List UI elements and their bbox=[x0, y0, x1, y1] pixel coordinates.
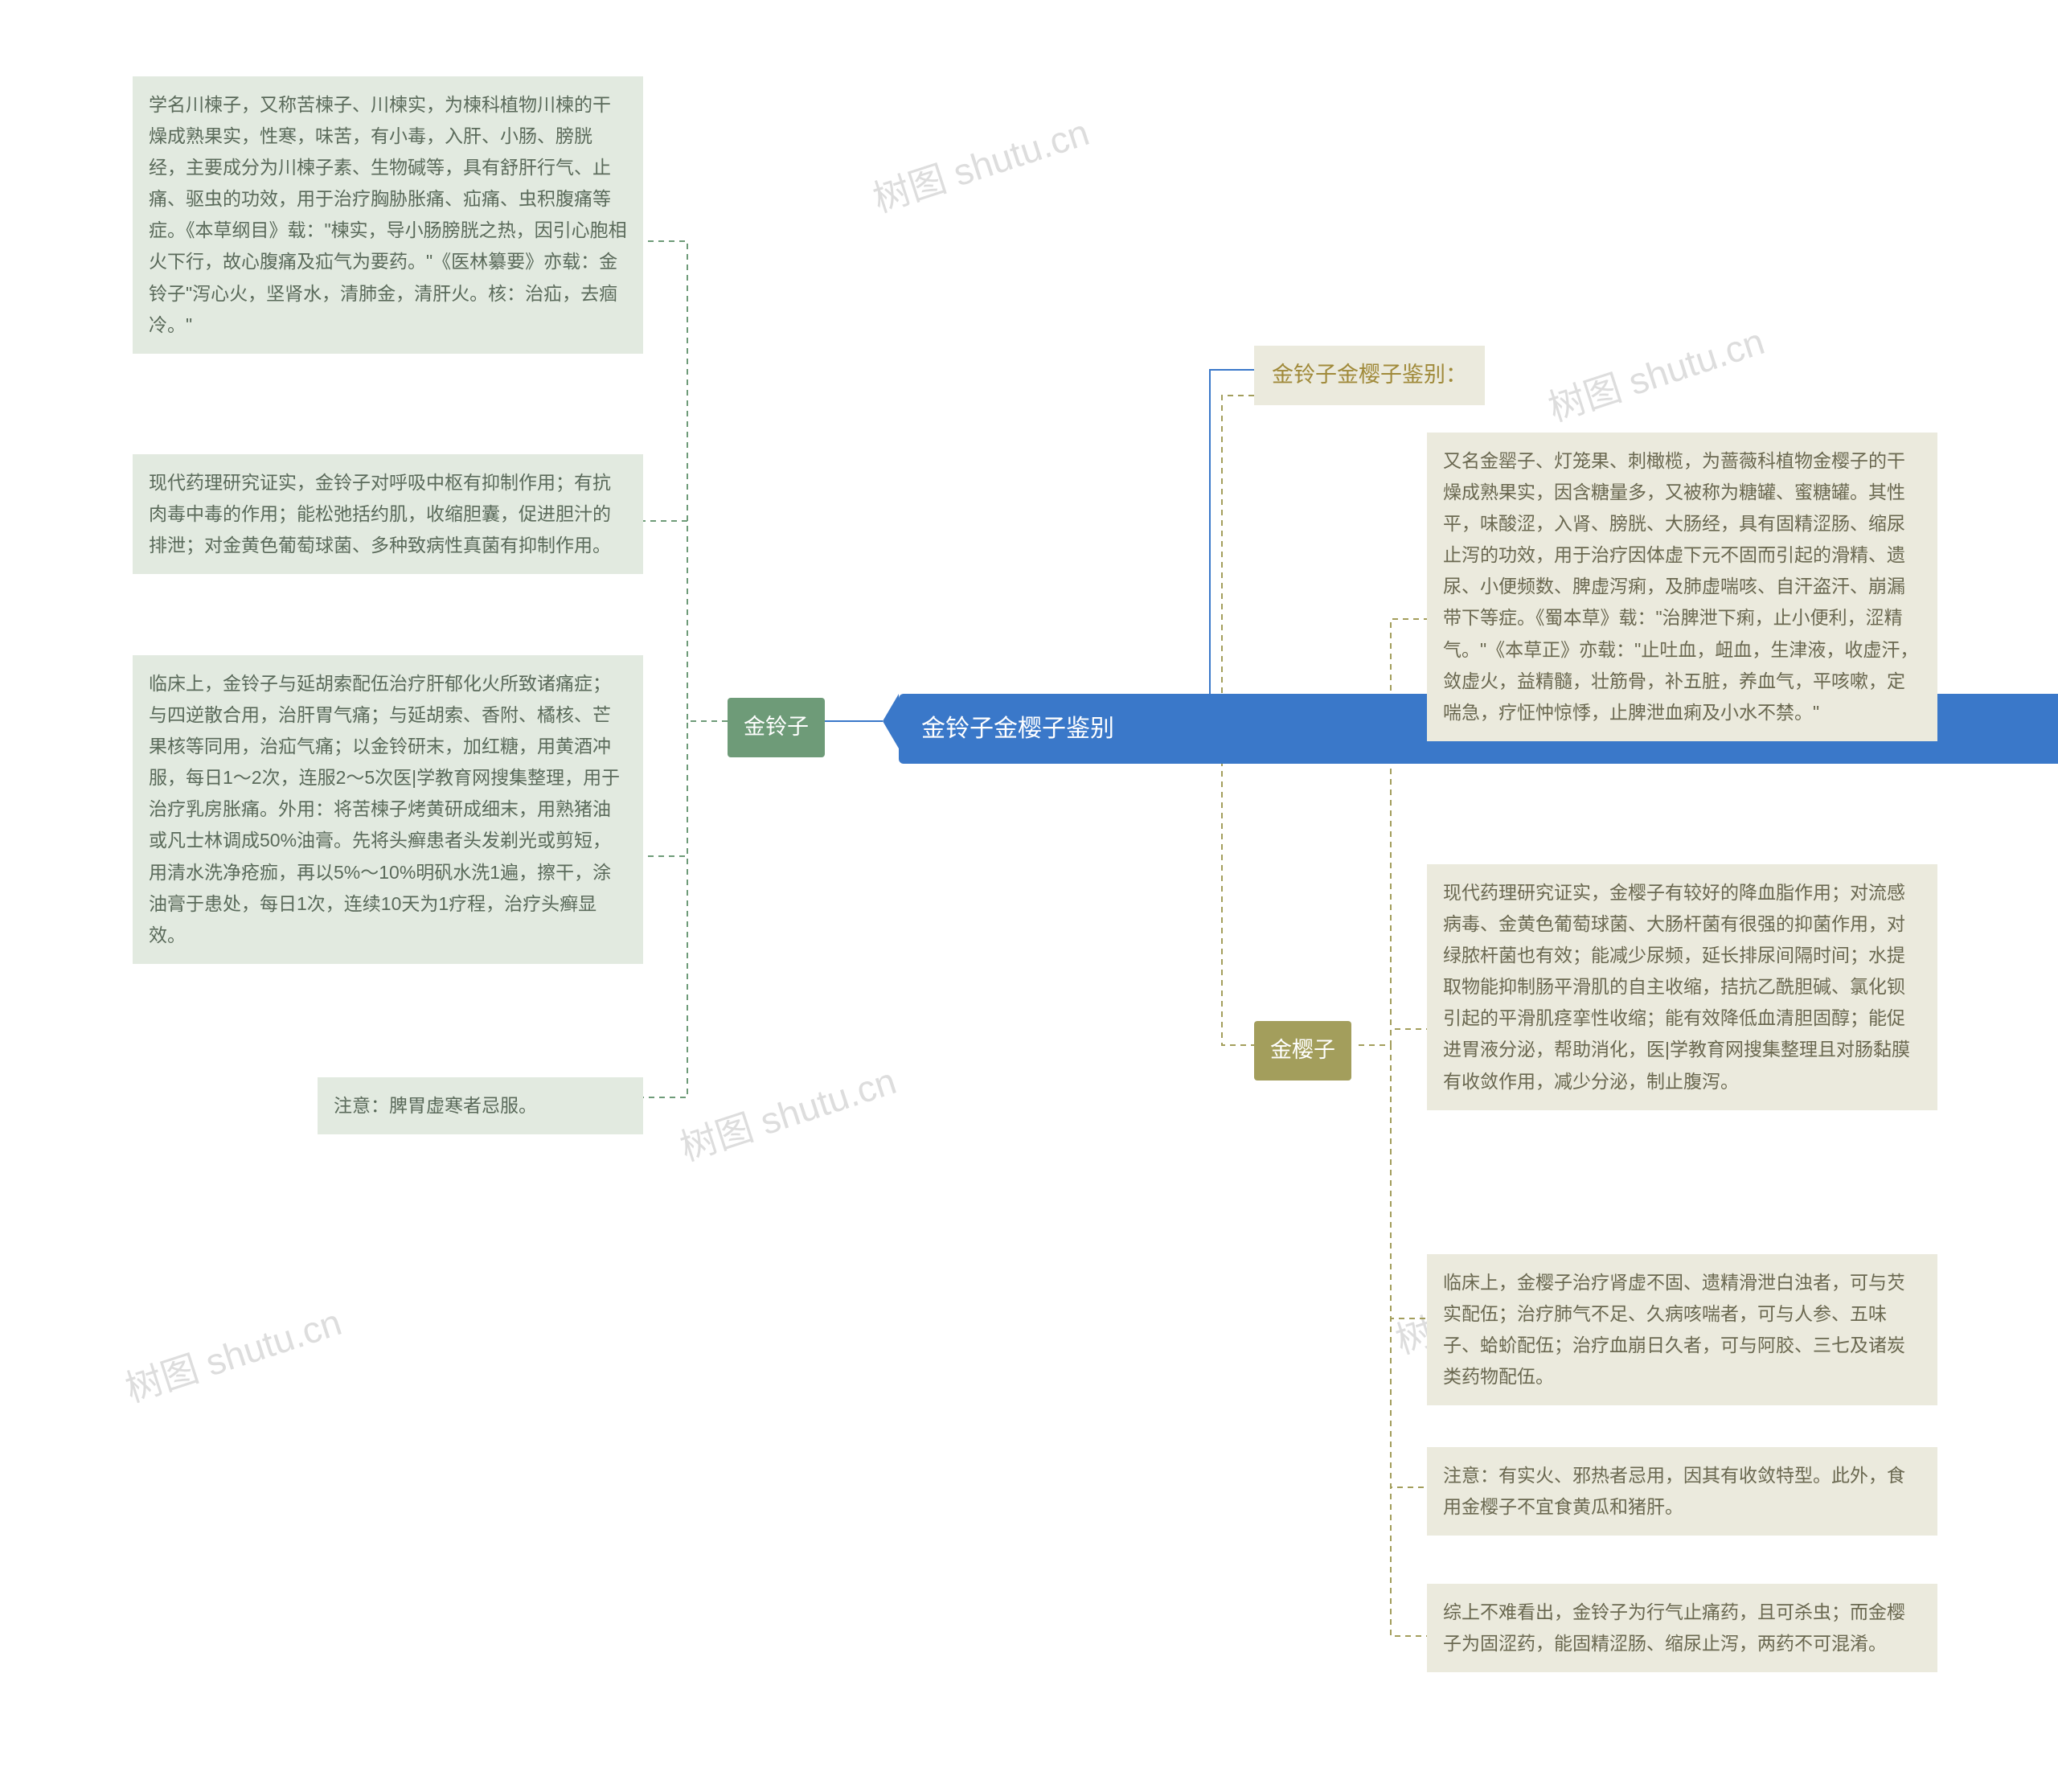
right-title: 金铃子金樱子鉴别： bbox=[1254, 346, 1485, 405]
left-leaf-2: 现代药理研究证实，金铃子对呼吸中枢有抑制作用；有抗肉毒中毒的作用；能松弛括约肌，… bbox=[133, 454, 643, 574]
watermark: 树图 shutu.cn bbox=[673, 1052, 902, 1172]
right-leaf-2: 现代药理研究证实，金樱子有较好的降血脂作用；对流感病毒、金黄色葡萄球菌、大肠杆菌… bbox=[1427, 864, 1937, 1110]
watermark: 树图 shutu.cn bbox=[1541, 313, 1770, 433]
watermark: 树图 shutu.cn bbox=[118, 1294, 347, 1413]
right-leaf-3: 临床上，金樱子治疗肾虚不固、遗精滑泄白浊者，可与芡实配伍；治疗肺气不足、久病咳喘… bbox=[1427, 1254, 1937, 1405]
watermark: 树图 shutu.cn bbox=[866, 104, 1095, 223]
left-branch: 金铃子 bbox=[728, 698, 825, 757]
left-leaf-3: 临床上，金铃子与延胡索配伍治疗肝郁化火所致诸痛症；与四逆散合用，治肝胃气痛；与延… bbox=[133, 655, 643, 964]
right-branch: 金樱子 bbox=[1254, 1021, 1351, 1081]
left-leaf-1: 学名川楝子，又称苦楝子、川楝实，为楝科植物川楝的干燥成熟果实，性寒，味苦，有小毒… bbox=[133, 76, 643, 354]
right-leaf-4: 注意：有实火、邪热者忌用，因其有收敛特型。此外，食用金樱子不宜食黄瓜和猪肝。 bbox=[1427, 1447, 1937, 1536]
right-leaf-1: 又名金罂子、灯笼果、刺橄榄，为蔷薇科植物金樱子的干燥成熟果实，因含糖量多，又被称… bbox=[1427, 433, 1937, 741]
left-leaf-4: 注意：脾胃虚寒者忌服。 bbox=[318, 1077, 643, 1134]
right-leaf-5: 综上不难看出，金铃子为行气止痛药，且可杀虫；而金樱子为固涩药，能固精涩肠、缩尿止… bbox=[1427, 1584, 1937, 1672]
